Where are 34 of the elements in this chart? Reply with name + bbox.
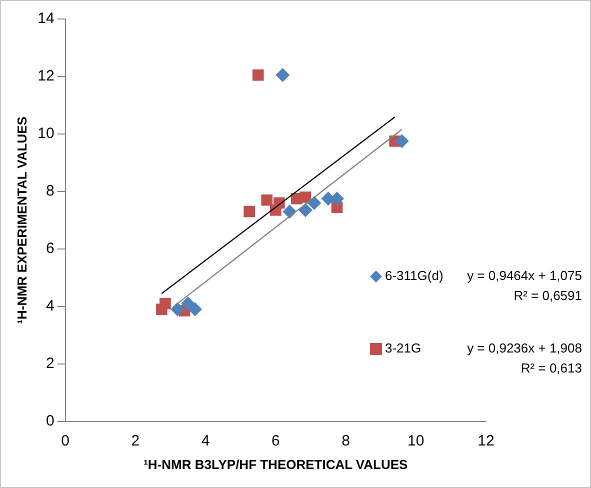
y-tick-label: 8: [46, 182, 54, 200]
y-tick-label: 14: [38, 10, 54, 28]
y-tick-label: 4: [46, 298, 54, 315]
x-tick-label: 6: [271, 432, 280, 450]
x-tick-label: 0: [61, 432, 70, 450]
point: [300, 192, 312, 203]
text: R² = 0,613: [520, 360, 582, 376]
point: [188, 302, 202, 316]
text: R² = 0,6591: [514, 288, 582, 304]
point: [180, 296, 195, 311]
legend-label: 3-21G: [385, 340, 422, 356]
point: [261, 194, 273, 206]
y-tick-label: 2: [46, 355, 54, 372]
point: [298, 203, 312, 218]
point: [394, 134, 409, 148]
x-tick-label: 2: [131, 432, 140, 450]
y-tick-label: 10: [38, 125, 54, 142]
point: [244, 206, 256, 218]
y-tick-label: 12: [38, 68, 54, 85]
x-axis-title: ¹H-NMR B3LYP/HF THEORETICAL VALUES: [144, 456, 408, 472]
y-tick-label: 0: [46, 412, 54, 430]
annotation: y = 0,9464x + 1,075: [467, 268, 582, 284]
x-tick-label: 8: [342, 432, 350, 450]
y-tick-label: 6: [46, 240, 54, 258]
point: [160, 298, 171, 310]
x-tick-label: 4: [201, 432, 210, 450]
x-tick-label: 10: [408, 432, 424, 450]
point: [276, 68, 290, 82]
legend-label: 6-311G(d): [385, 268, 444, 284]
annotation: y = 0,9236x + 1,908: [467, 340, 582, 356]
point: [252, 69, 264, 81]
x-tick-label: 12: [478, 432, 494, 450]
point: [170, 302, 184, 316]
y-axis-title: ¹H-NMR EXPERIMENTAL VALUES: [14, 116, 30, 324]
